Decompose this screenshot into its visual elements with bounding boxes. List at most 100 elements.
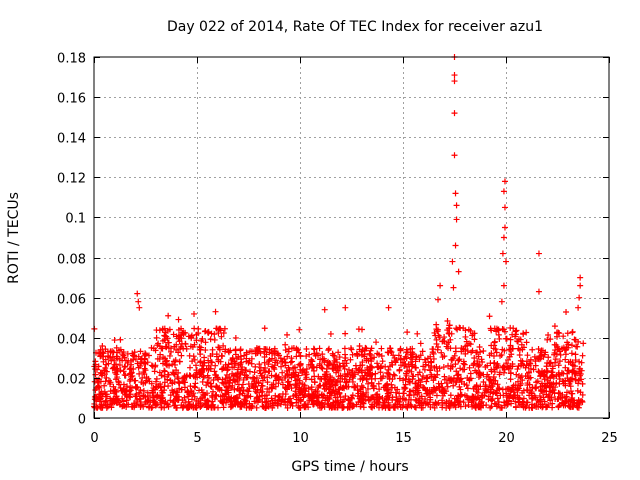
data-point [509, 345, 516, 352]
data-point [366, 350, 373, 357]
data-point [578, 397, 585, 404]
data-point [447, 345, 454, 352]
data-point [240, 388, 247, 395]
data-point [165, 339, 172, 346]
data-point [207, 380, 214, 387]
data-point [373, 399, 380, 406]
data-point [486, 313, 493, 320]
data-point [523, 329, 530, 336]
data-point [357, 376, 364, 383]
data-point [460, 399, 467, 406]
data-point [512, 328, 519, 335]
data-point [158, 345, 165, 352]
data-point [417, 352, 424, 359]
data-point [512, 404, 519, 411]
data-point [385, 386, 392, 393]
data-point [326, 389, 333, 396]
data-point [318, 364, 325, 371]
data-point [447, 392, 454, 399]
data-point [502, 386, 509, 393]
data-point [227, 404, 234, 411]
data-point [271, 349, 278, 356]
data-point [153, 375, 160, 382]
data-point [120, 349, 127, 356]
axis-ticks [94, 57, 610, 419]
data-point [246, 368, 253, 375]
data-points [91, 54, 587, 411]
data-point [255, 380, 262, 387]
data-point [231, 398, 238, 405]
data-point [219, 366, 226, 373]
data-point [294, 376, 301, 383]
data-point [153, 378, 160, 385]
data-point [464, 385, 471, 392]
data-point [415, 397, 422, 404]
data-point [576, 365, 583, 372]
data-point [231, 358, 238, 365]
data-point [283, 368, 290, 375]
data-point [406, 367, 413, 374]
data-point [345, 383, 352, 390]
data-point [392, 404, 399, 411]
y-tick-label: 0.14 [57, 132, 86, 147]
data-point [176, 380, 183, 387]
data-point [451, 110, 458, 117]
data-point [434, 326, 441, 333]
data-point [113, 371, 120, 378]
data-point [514, 386, 521, 393]
data-point [184, 388, 191, 395]
data-point [216, 346, 223, 353]
data-point [399, 359, 406, 366]
data-point [518, 341, 525, 348]
data-point [226, 374, 233, 381]
data-point [411, 403, 418, 410]
data-point [158, 404, 165, 411]
data-point [443, 343, 450, 350]
data-point [342, 304, 349, 311]
data-point [452, 242, 459, 249]
data-point [114, 374, 121, 381]
data-point [202, 327, 209, 334]
data-point [412, 353, 419, 360]
data-point [279, 369, 286, 376]
data-point [282, 347, 289, 354]
data-point [364, 370, 371, 377]
data-point [476, 404, 483, 411]
data-point [439, 402, 446, 409]
data-point [136, 370, 143, 377]
data-point [539, 347, 546, 354]
data-point [541, 387, 548, 394]
data-point [568, 342, 575, 349]
data-point [124, 350, 131, 357]
data-point [193, 404, 200, 411]
data-point [569, 368, 576, 375]
data-point [360, 392, 367, 399]
data-point [325, 347, 332, 354]
data-point [493, 349, 500, 356]
data-point [191, 310, 198, 317]
data-point [479, 359, 486, 366]
data-point [365, 397, 372, 404]
data-point [420, 363, 427, 370]
data-point [501, 204, 508, 211]
data-point [444, 327, 451, 334]
data-point [303, 374, 310, 381]
data-point [266, 389, 273, 396]
data-point [284, 404, 291, 411]
data-point [252, 350, 259, 357]
data-point [215, 330, 222, 337]
data-point [246, 385, 253, 392]
data-point [92, 371, 99, 378]
data-point [439, 389, 446, 396]
data-point [445, 339, 452, 346]
data-point [92, 386, 99, 393]
data-point [466, 340, 473, 347]
data-point [491, 342, 498, 349]
data-point [508, 400, 515, 407]
data-point [427, 367, 434, 374]
data-point [575, 304, 582, 311]
data-point [543, 391, 550, 398]
data-point [121, 364, 128, 371]
data-point [284, 353, 291, 360]
data-point [375, 351, 382, 358]
